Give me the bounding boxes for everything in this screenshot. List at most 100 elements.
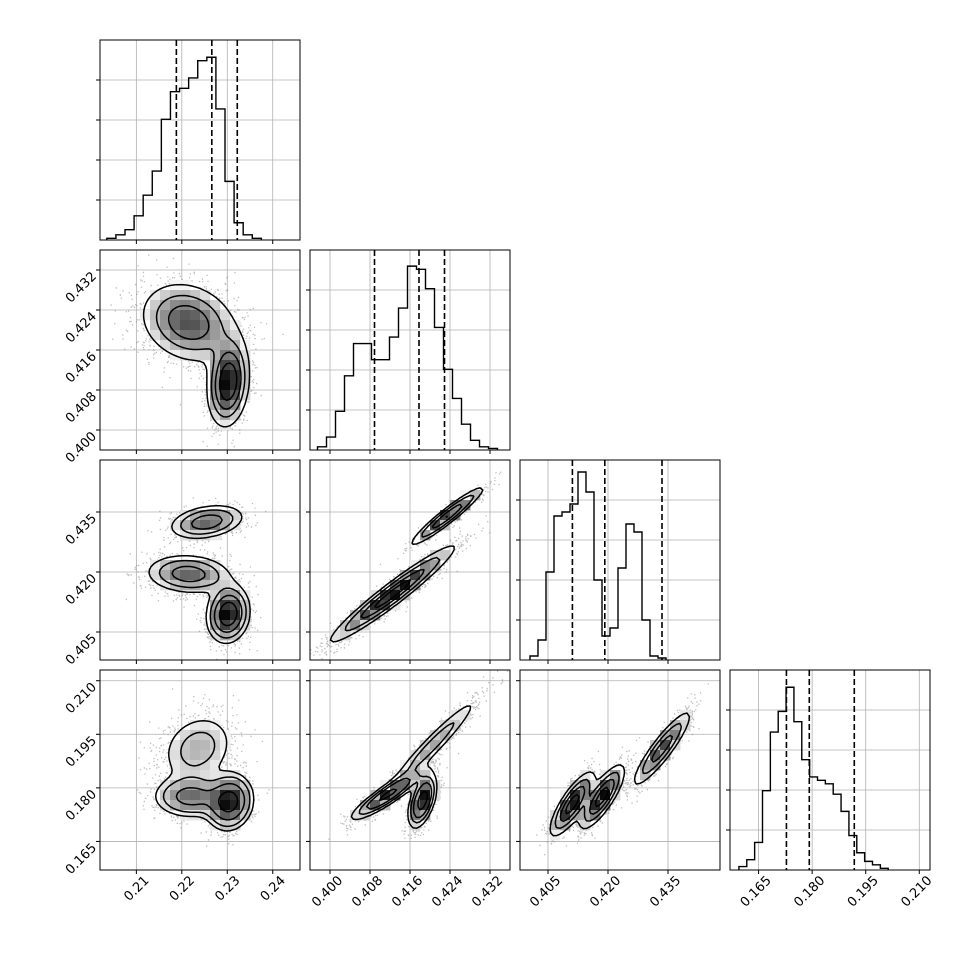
density-cell [180, 790, 191, 801]
panel-2d-content [110, 254, 284, 448]
density-cell [430, 520, 441, 531]
density-cell [190, 330, 201, 341]
density-cell [170, 770, 181, 781]
panel-2d-1-2 [306, 459, 511, 664]
contour-level-1 [360, 503, 463, 619]
y-tick-label: 0.416 [63, 349, 100, 386]
density-cell [190, 580, 201, 591]
density-cell [610, 770, 621, 781]
density-cell [230, 590, 241, 601]
density-cell [180, 320, 191, 331]
density-cell [380, 600, 391, 611]
density-cell [200, 760, 211, 771]
x-tick-label: 0.180 [791, 873, 828, 910]
density-cell [680, 720, 691, 731]
x-tick-label: 0.432 [469, 873, 506, 910]
density-cell [450, 710, 461, 721]
density-cell [590, 800, 601, 811]
density-cell [240, 380, 251, 391]
density-cell [170, 320, 181, 331]
y-tick-label: 0.400 [63, 429, 100, 466]
density-cell [240, 590, 251, 601]
density-cell [640, 760, 651, 771]
density-cell [220, 320, 231, 331]
density-cell [170, 780, 181, 791]
density-cell [200, 580, 211, 591]
y-tick-label: 0.424 [63, 309, 100, 346]
density-cell [180, 510, 191, 521]
density-cell [180, 780, 191, 791]
density-cell [430, 780, 441, 791]
density-cell [220, 380, 231, 391]
contour-level-0 [378, 788, 429, 811]
density-cell [210, 820, 221, 831]
density-cell [210, 350, 221, 361]
x-tick-label: 0.424 [429, 873, 466, 910]
density-cell [210, 620, 221, 631]
density-cell [190, 520, 201, 531]
contour-level-3 [350, 705, 472, 829]
y-tick-label: 0.420 [63, 571, 100, 608]
contour-level-1 [175, 782, 246, 821]
density-cell [240, 620, 251, 631]
density-cell [220, 570, 231, 581]
density-cell [220, 520, 231, 531]
density-cell [340, 620, 351, 631]
density-cell [180, 570, 191, 581]
density-cell [230, 400, 241, 411]
y-tick-label: 0.210 [63, 680, 100, 717]
density-cell [360, 800, 371, 811]
density-cell [190, 770, 201, 781]
density-cell [210, 790, 221, 801]
density-cell [220, 590, 231, 601]
contour-level-1 [167, 304, 242, 410]
x-tick-label: 0.21 [121, 873, 152, 904]
density-cell [200, 320, 211, 331]
x-tick-label: 0.23 [212, 873, 243, 904]
density-cell [220, 770, 231, 781]
density-cell [660, 730, 671, 741]
density-cell [410, 580, 421, 591]
density-cell [580, 790, 591, 801]
density-cell [180, 330, 191, 341]
density-cell [160, 570, 171, 581]
density-cell [150, 290, 161, 301]
density-cell [200, 780, 211, 791]
density-cell [200, 350, 211, 361]
density-cell [170, 310, 181, 321]
density-cell [150, 320, 161, 331]
density-cell [410, 780, 421, 791]
contour-level-2 [554, 722, 682, 830]
density-cell [410, 770, 421, 781]
density-cell [160, 800, 171, 811]
density-cell [160, 290, 171, 301]
density-cell [440, 510, 451, 521]
density-cell [170, 760, 181, 771]
density-cell [220, 610, 231, 621]
hist-panel-1 [306, 249, 511, 454]
contour-level-2 [358, 722, 455, 824]
density-cell [340, 630, 351, 641]
density-cell [220, 410, 231, 421]
density-cell [190, 300, 201, 311]
density-cell [200, 790, 211, 801]
density-cell [220, 370, 231, 381]
panel-frame [519, 669, 721, 871]
density-cell [190, 750, 201, 761]
density-cell [150, 330, 161, 341]
density-cell [210, 580, 221, 591]
density-cell [420, 780, 431, 791]
density-cell [210, 400, 221, 411]
density-cell [210, 570, 221, 581]
x-tick-label: 0.210 [898, 873, 935, 910]
density-cell [590, 810, 601, 821]
density-cell [160, 310, 171, 321]
density-cell [210, 630, 221, 641]
density-cell [190, 780, 201, 791]
density-cell [600, 770, 611, 781]
density-cell [600, 790, 611, 801]
x-tick-label: 0.165 [738, 873, 775, 910]
density-cell [420, 760, 431, 771]
density-cell [230, 340, 241, 351]
density-cell [200, 810, 211, 821]
